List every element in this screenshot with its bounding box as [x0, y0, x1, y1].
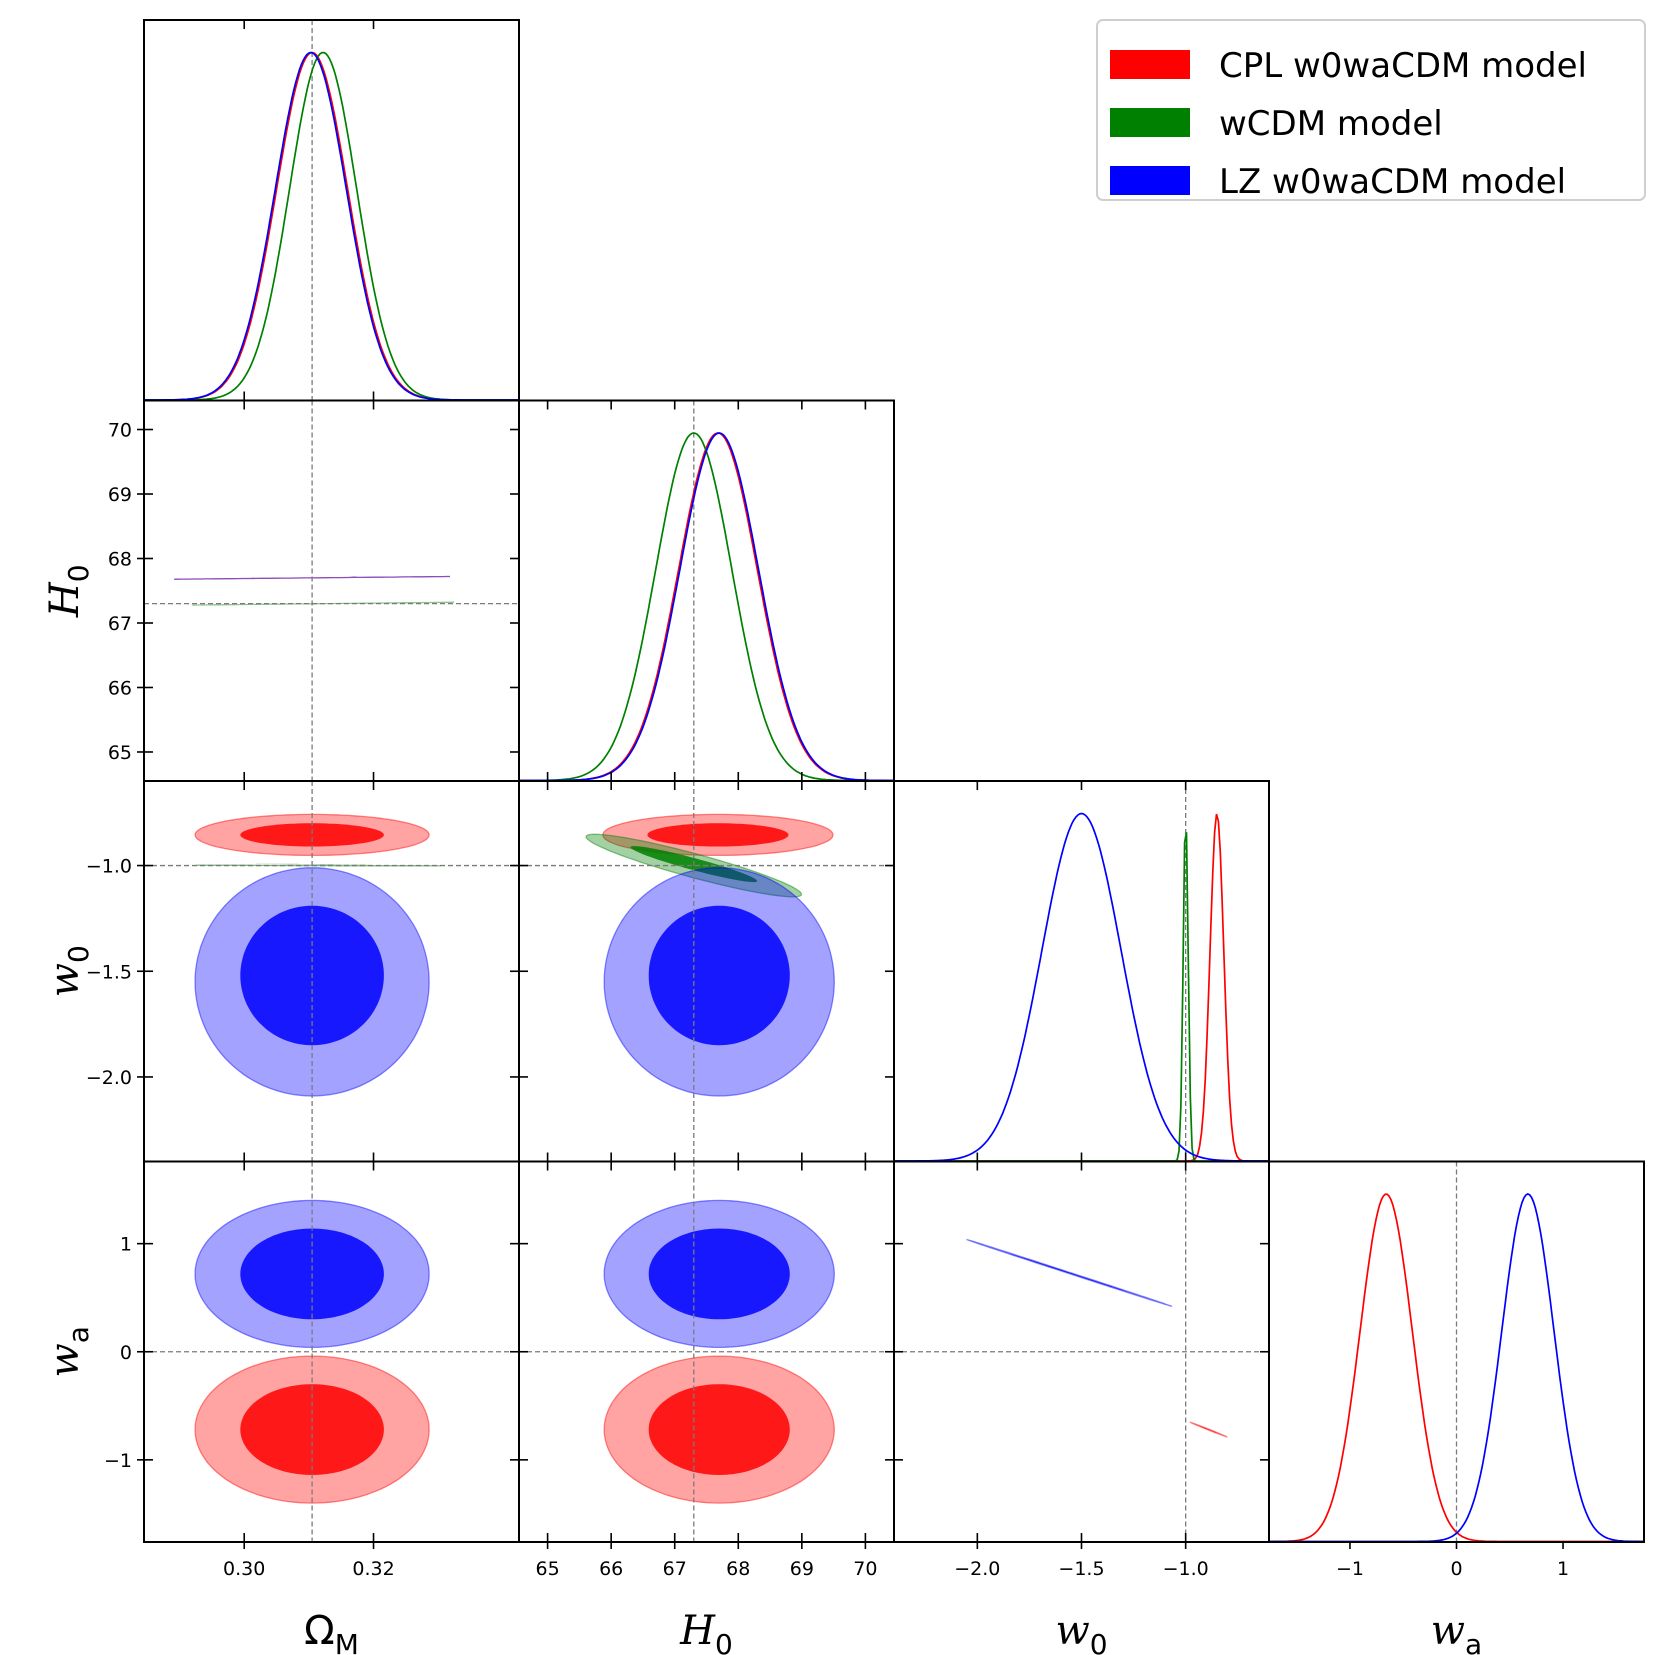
legend-swatch-lz-w0wacdm-model	[1110, 166, 1190, 195]
panel-1-2	[518, 780, 895, 1163]
y-tick-label: −2.0	[86, 1067, 132, 1089]
y-axis-1: 65 66 67 68 69 70 H0	[42, 420, 144, 764]
y-axis-3: −1 0 1 wa	[42, 1234, 144, 1472]
y-axis-title: wa	[42, 1326, 95, 1377]
x-axis-title: ΩM	[304, 1608, 359, 1655]
contour-2sigma	[192, 601, 454, 606]
contour-1sigma	[234, 599, 410, 602]
panel-frame	[518, 399, 895, 782]
x-axis-3: −1 0 1 wa	[1336, 1542, 1569, 1655]
legend-box	[1096, 19, 1646, 201]
panel-marginal-0	[143, 19, 520, 402]
marginal-curve	[519, 432, 894, 781]
contour-1sigma	[647, 823, 789, 847]
y-tick-label: −1.0	[86, 856, 132, 878]
contour-1sigma	[1198, 1425, 1219, 1434]
x-tick-label: 1	[1557, 1558, 1569, 1580]
x-tick-label: 0.30	[223, 1558, 265, 1580]
marginal-curve	[519, 432, 894, 781]
x-tick-label: 68	[726, 1558, 750, 1580]
y-tick-label: 70	[108, 420, 132, 442]
x-axis-title: wa	[1431, 1608, 1482, 1655]
marginal-curve	[144, 51, 519, 401]
contour-2sigma	[174, 575, 450, 580]
marginal-curve	[519, 432, 894, 781]
x-tick-label: −1.5	[1058, 1558, 1104, 1580]
marginal-curve	[894, 813, 1269, 1162]
contour-2sigma	[174, 575, 450, 580]
x-tick-label: 0	[1450, 1558, 1462, 1580]
contour-1sigma	[648, 905, 790, 1046]
panel-frame	[893, 780, 1270, 1163]
x-tick-label: −1.0	[1163, 1558, 1209, 1580]
y-tick-label: 1	[120, 1234, 132, 1256]
panel-frame	[143, 19, 520, 402]
panel-0-1	[143, 399, 520, 782]
legend-label-cpl-w0wacdm-model: CPL w0waCDM model	[1219, 46, 1587, 86]
legend-swatch-cpl-w0wacdm-model	[1110, 50, 1190, 79]
y-tick-label: −1	[104, 1450, 132, 1472]
legend-label-lz-w0wacdm-model: LZ w0waCDM model	[1219, 162, 1566, 202]
y-axis-2: −2.0 −1.5 −1.0 w0	[42, 856, 144, 1089]
x-axis-1: 65 66 67 68 69 70 H0	[536, 1542, 877, 1655]
y-axis-title: H0	[42, 564, 95, 618]
contour-1sigma	[648, 1228, 790, 1320]
marginal-curve	[894, 812, 1269, 1162]
x-tick-label: 0.32	[352, 1558, 394, 1580]
x-tick-label: 67	[663, 1558, 687, 1580]
legend-label-wcdm-model: wCDM model	[1219, 104, 1443, 144]
legend: CPL w0waCDM model wCDM model LZ w0waCDM mo…	[1096, 19, 1646, 202]
y-tick-label: 0	[120, 1342, 132, 1364]
y-tick-label: 65	[108, 742, 132, 764]
panel-0-3	[143, 1160, 520, 1543]
x-tick-label: 65	[536, 1558, 560, 1580]
y-tick-label: −1.5	[86, 961, 132, 983]
panel-2-3	[893, 1160, 1270, 1543]
y-tick-label: 66	[108, 677, 132, 699]
x-axis-title: H0	[679, 1608, 733, 1655]
panel-marginal-2	[893, 780, 1270, 1163]
x-tick-label: −2.0	[954, 1558, 1000, 1580]
y-tick-label: 68	[108, 549, 132, 571]
panel-0-2	[143, 780, 520, 1163]
x-tick-label: 69	[790, 1558, 814, 1580]
contour-1sigma	[1010, 1253, 1128, 1292]
x-axis-title: w0	[1055, 1608, 1107, 1655]
panel-1-3	[518, 1160, 895, 1543]
contour-1sigma	[240, 823, 384, 847]
y-tick-label: 67	[108, 613, 132, 635]
y-tick-label: 69	[108, 484, 132, 506]
y-axis-title: w0	[42, 945, 95, 997]
contour-1sigma	[648, 1384, 790, 1475]
panel-marginal-3	[1268, 1160, 1645, 1543]
x-axis-0: 0.30 0.32 ΩM	[223, 1542, 395, 1655]
x-tick-label: 66	[599, 1558, 623, 1580]
x-tick-label: −1	[1336, 1558, 1364, 1580]
x-axis-2: −2.0 −1.5 −1.0 w0	[954, 1542, 1209, 1655]
legend-swatch-wcdm-model	[1110, 108, 1190, 137]
panel-marginal-1	[518, 399, 895, 782]
panel-frame	[143, 399, 520, 782]
x-tick-label: 70	[853, 1558, 877, 1580]
